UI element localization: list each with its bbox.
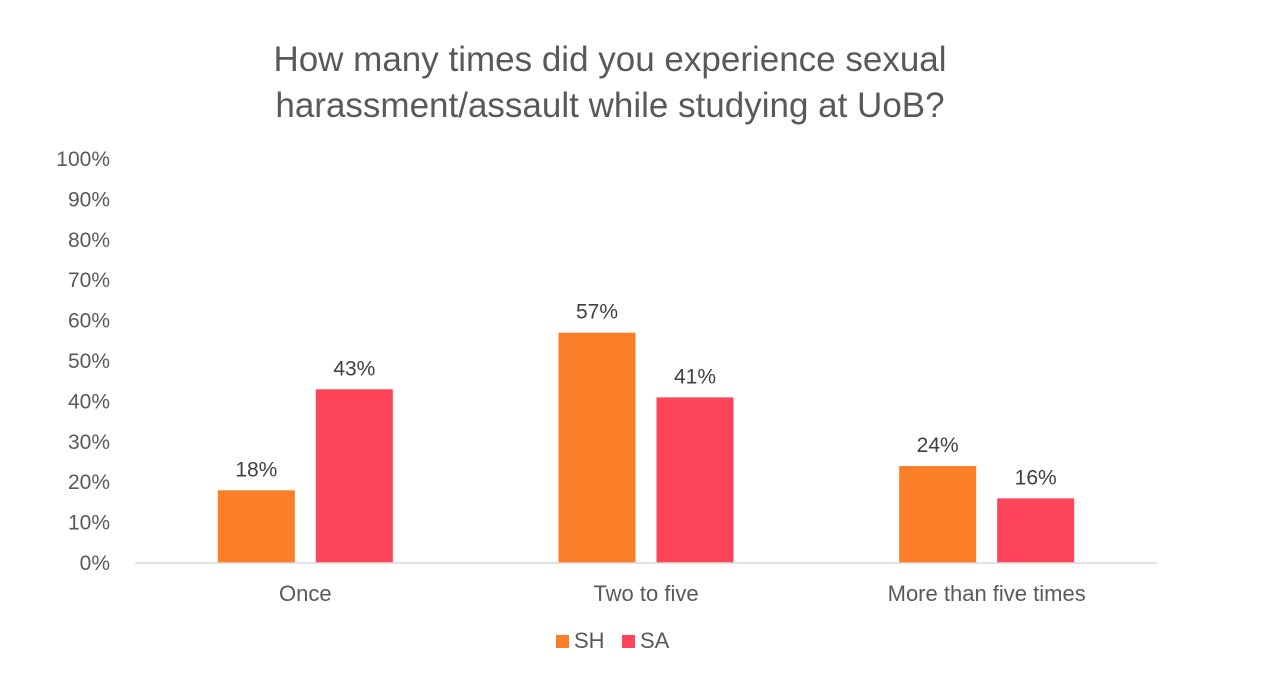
data-label: 24% xyxy=(917,434,959,457)
legend-swatch-sh xyxy=(556,635,569,648)
y-tick-label: 40% xyxy=(68,390,110,413)
chart-title-line-1: How many times did you experience sexual xyxy=(273,40,946,79)
data-label: 57% xyxy=(576,301,618,324)
y-tick-label: 60% xyxy=(68,310,110,333)
bar-sh xyxy=(899,466,977,563)
bar-sa xyxy=(997,498,1075,563)
bars-group: 18% 43% 57% 41% 24% 16% xyxy=(217,301,1075,563)
x-axis: Once Two to five More than five times xyxy=(279,581,1086,606)
data-label: 41% xyxy=(674,365,716,388)
y-tick-label: 90% xyxy=(68,188,110,211)
x-category-label: More than five times xyxy=(888,581,1086,606)
y-tick-label: 0% xyxy=(80,552,110,575)
x-category-label: Once xyxy=(279,581,332,606)
y-tick-label: 100% xyxy=(56,148,110,171)
chart-title-line-2: harassment/assault while studying at UoB… xyxy=(275,86,944,125)
y-tick-label: 50% xyxy=(68,350,110,373)
bar-sh xyxy=(558,332,636,563)
y-tick-label: 80% xyxy=(68,229,110,252)
data-label: 18% xyxy=(235,458,277,481)
bar-sh xyxy=(217,490,295,563)
bar-sa xyxy=(315,389,393,563)
data-label: 16% xyxy=(1015,466,1057,489)
bar-sa xyxy=(656,397,734,563)
y-tick-label: 70% xyxy=(68,269,110,292)
data-label: 43% xyxy=(333,357,375,380)
legend-swatch-sa xyxy=(622,635,635,648)
legend: SH SA xyxy=(556,628,670,653)
y-tick-label: 20% xyxy=(68,471,110,494)
x-category-label: Two to five xyxy=(593,581,698,606)
y-tick-label: 30% xyxy=(68,431,110,454)
legend-label-sa: SA xyxy=(640,628,670,653)
y-axis: 0% 10% 20% 30% 40% 50% 60% 70% 80% 90% 100% xyxy=(56,148,110,575)
y-tick-label: 10% xyxy=(68,512,110,535)
legend-label-sh: SH xyxy=(574,628,605,653)
